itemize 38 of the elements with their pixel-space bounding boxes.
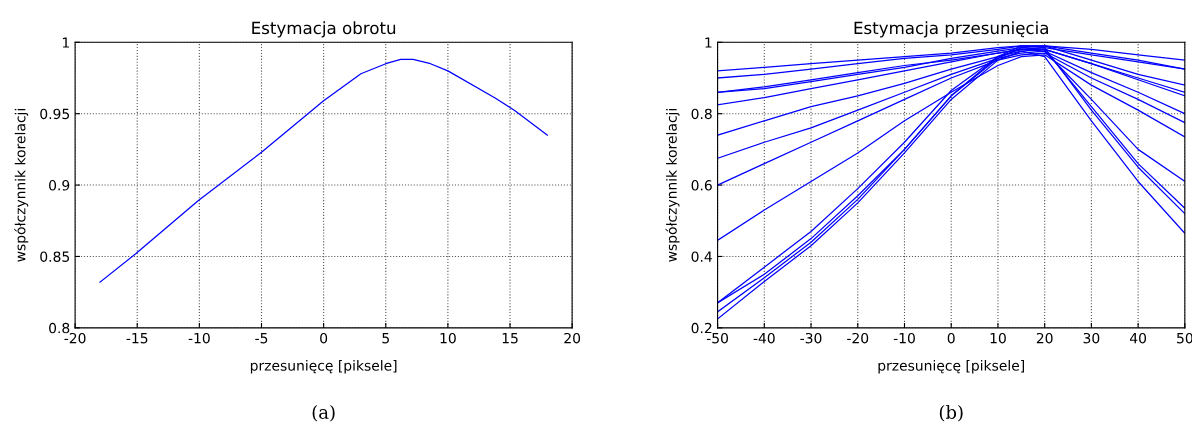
y-axis-title: współczynnik korelacji [665, 109, 680, 262]
chart-title: Estymacja przesunięcia [854, 21, 1048, 38]
x-axis-title: przesunięcę [piksele] [250, 360, 397, 374]
x-tick-label: 0 [947, 332, 955, 344]
x-tick-label: 10 [440, 332, 456, 344]
x-tick-label: -10 [893, 332, 915, 344]
x-tick-label: -5 [255, 333, 268, 344]
text: (b) [939, 404, 963, 422]
x-tick-label: 40 [1129, 332, 1147, 344]
x-tick-label: 50 [1177, 332, 1192, 344]
x-axis-title: przesunięcę [piksele] [878, 360, 1024, 374]
y-axis-title: współczynnik korelacji [14, 109, 29, 262]
x-tick-label: -30 [800, 332, 822, 344]
y-tick-label: 0.85 [40, 251, 70, 262]
x-tick-label: -20 [847, 332, 869, 344]
x-tick-label: 10 [990, 332, 1006, 344]
x-tick-label: -40 [753, 332, 775, 344]
x-tick-label: -10 [188, 332, 210, 344]
x-tick-label: -15 [126, 333, 148, 344]
y-tick-label: 1 [705, 37, 712, 48]
x-tick-label: 20 [1036, 332, 1053, 344]
x-tick-label: -50 [706, 332, 728, 344]
x-tick-label: 20 [564, 332, 581, 344]
y-tick-label: 0.8 [49, 322, 70, 334]
chart-title: Estymacja obrotu [252, 21, 396, 38]
text: (a) [312, 404, 335, 422]
y-tick-label: 0.2 [691, 322, 712, 334]
y-tick-label: 0.4 [691, 251, 712, 262]
y-tick-label: 0.9 [49, 180, 70, 191]
x-tick-label: 5 [382, 333, 389, 344]
y-tick-label: 1 [62, 37, 69, 48]
x-tick-label: 15 [502, 333, 518, 344]
y-tick-label: 0.95 [40, 108, 70, 120]
y-tick-label: 0.8 [691, 108, 712, 120]
x-tick-label: -20 [64, 332, 86, 344]
x-tick-label: 30 [1083, 332, 1100, 344]
x-tick-label: 0 [320, 332, 328, 344]
y-tick-label: 0.6 [691, 180, 712, 191]
